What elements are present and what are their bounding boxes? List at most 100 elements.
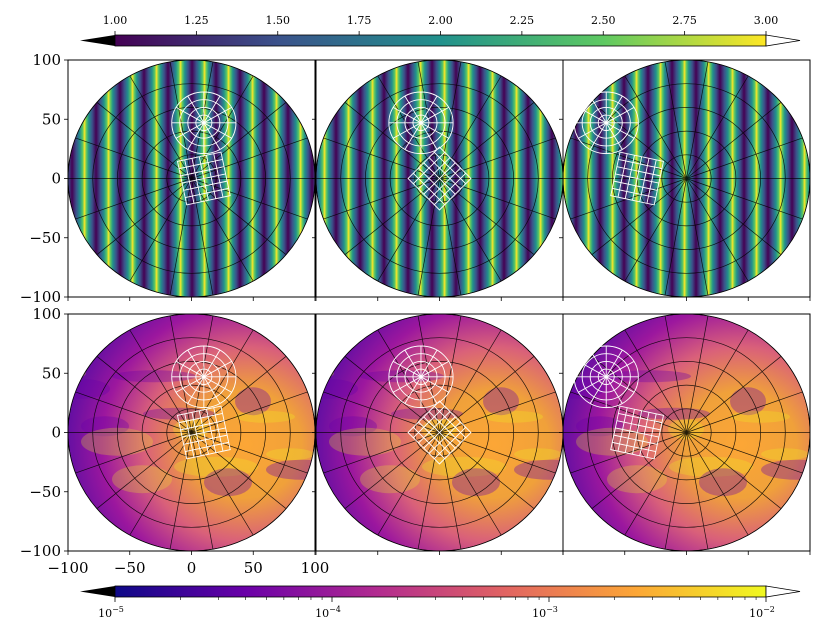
residual-blob bbox=[235, 410, 295, 423]
x-tick-label: 0 bbox=[187, 559, 197, 577]
residual-blob bbox=[329, 427, 401, 456]
panel-r0-c1 bbox=[312, 59, 564, 301]
polar-grid-spoke bbox=[591, 432, 687, 509]
circular-grid-spoke bbox=[605, 122, 623, 150]
top-colorbar-tick-label: 2.00 bbox=[428, 14, 453, 27]
circular-grid-spoke bbox=[606, 376, 635, 393]
circular-grid-spoke bbox=[203, 376, 232, 393]
circular-grid-spoke bbox=[589, 95, 607, 124]
polar-grid-spoke bbox=[75, 391, 192, 433]
top-colorbar-over-extension bbox=[765, 34, 801, 47]
polar-grid-spoke bbox=[75, 137, 192, 179]
residual-blob bbox=[360, 370, 444, 383]
polar-grid-spoke bbox=[191, 178, 287, 255]
polar-grid-spoke bbox=[439, 391, 556, 433]
polar-grid-spoke bbox=[439, 178, 462, 296]
residual-texture bbox=[563, 367, 810, 497]
circular-grid-spoke bbox=[187, 122, 205, 150]
polar-grid-spoke bbox=[439, 178, 535, 255]
polar-grid-spoke bbox=[439, 137, 556, 179]
circular-grid-spoke bbox=[420, 122, 438, 150]
polar-grid-spoke bbox=[377, 75, 440, 179]
square-grid-line bbox=[433, 172, 467, 206]
circular-grid-overlay bbox=[171, 345, 237, 409]
polar-grid-spoke bbox=[686, 61, 709, 179]
circular-grid-spoke bbox=[420, 107, 450, 124]
square-grid-line bbox=[433, 426, 467, 460]
circular-grid-spoke bbox=[420, 122, 450, 139]
polar-grid-spoke bbox=[439, 432, 502, 536]
residual-blob bbox=[483, 387, 519, 416]
circular-grid-spoke bbox=[606, 122, 635, 139]
polar-grid-spoke bbox=[439, 432, 462, 550]
circular-grid-spoke bbox=[175, 376, 205, 393]
polar-grid-spoke bbox=[591, 178, 687, 255]
circular-grid-spoke bbox=[203, 122, 232, 139]
polar-grid-spoke bbox=[96, 178, 192, 255]
circular-grid-spoke bbox=[175, 122, 205, 139]
top-colorbar-tick-label: 1.50 bbox=[266, 14, 291, 27]
polar-grid-spoke bbox=[439, 432, 556, 474]
square-grid-overlay bbox=[407, 400, 472, 465]
x-tick-label: 100 bbox=[301, 559, 330, 577]
x-tick-label: −100 bbox=[47, 559, 88, 577]
circular-grid-overlay bbox=[573, 91, 639, 155]
residual-blob bbox=[699, 468, 747, 497]
polar-grid-spoke bbox=[439, 178, 556, 220]
residual-blob bbox=[669, 456, 753, 477]
polar-grid-spoke bbox=[377, 329, 440, 433]
circular-grid-spoke bbox=[420, 361, 450, 378]
y-tick-label: −50 bbox=[29, 483, 61, 501]
polar-grid-spoke bbox=[686, 102, 782, 179]
residual-blob bbox=[235, 387, 271, 416]
top-colorbar-tick-label: 3.00 bbox=[754, 14, 779, 27]
circular-grid-spoke bbox=[404, 95, 422, 124]
polar-grid bbox=[68, 314, 315, 551]
polar-grid-spoke bbox=[686, 329, 749, 433]
panel-r0-c0: 100 50 0 −50 −100 bbox=[20, 51, 316, 306]
residual-blob bbox=[316, 378, 358, 399]
y-tick-label: −100 bbox=[20, 542, 61, 560]
polar-grid-spoke bbox=[624, 75, 687, 179]
square-grid-line bbox=[612, 187, 656, 199]
circular-grid-overlay bbox=[388, 345, 454, 409]
circular-grid-spoke bbox=[203, 349, 221, 378]
square-grid-overlay bbox=[176, 405, 231, 460]
residual-blob bbox=[761, 459, 810, 480]
top-colorbar-tick-label: 2.75 bbox=[672, 14, 697, 27]
polar-grid-spoke bbox=[344, 102, 440, 179]
polar-grid-spoke bbox=[191, 178, 254, 282]
polar-grid-spoke bbox=[96, 356, 192, 433]
square-grid-line bbox=[612, 441, 656, 453]
polar-grid-spoke bbox=[191, 102, 287, 179]
circular-grid-spoke bbox=[605, 95, 623, 124]
residual-blob bbox=[514, 448, 562, 461]
circular-grid-spoke bbox=[392, 107, 422, 124]
polar-grid-spoke bbox=[686, 432, 709, 550]
x-tick-label: −50 bbox=[114, 559, 146, 577]
y-tick-label: 50 bbox=[42, 364, 61, 382]
top-colorbar-bar bbox=[114, 34, 767, 47]
bottom-colorbar-tick-label: 10−5 bbox=[98, 605, 124, 620]
residual-blob bbox=[607, 465, 667, 494]
polar-grid-spoke bbox=[570, 178, 687, 220]
square-grid-overlay bbox=[407, 146, 472, 211]
polar-grid-spoke bbox=[96, 102, 192, 179]
polar-grid-spoke bbox=[191, 178, 308, 220]
circular-grid-spoke bbox=[203, 107, 232, 124]
circular-grid-spoke bbox=[187, 349, 205, 378]
polar-grid-spoke bbox=[323, 391, 440, 433]
polar-grid-spoke bbox=[323, 432, 440, 474]
polar-grid-spoke bbox=[686, 432, 749, 536]
circular-grid-spoke bbox=[578, 122, 607, 139]
polar-grid-spoke bbox=[686, 432, 782, 509]
axes-ticks bbox=[64, 59, 316, 301]
circular-grid-spoke bbox=[404, 376, 422, 404]
bottom-colorbar-under-extension bbox=[80, 586, 115, 597]
polar-grid-spoke bbox=[377, 432, 440, 536]
polar-grid-spoke bbox=[686, 356, 782, 433]
circular-grid-spoke bbox=[203, 376, 221, 404]
polar-grid-spoke bbox=[624, 329, 687, 433]
